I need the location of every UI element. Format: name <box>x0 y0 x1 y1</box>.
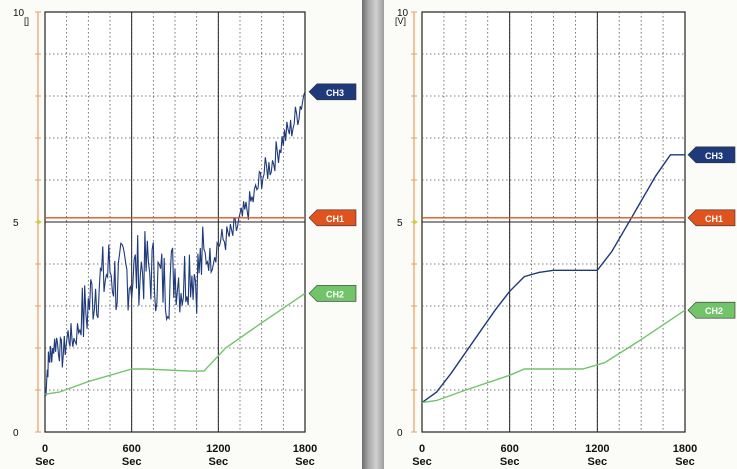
legend-tag-ch3: CH3 <box>687 146 736 164</box>
legend-tag-shape <box>308 285 357 302</box>
legend-tag-label: CH1 <box>705 214 723 224</box>
y-axis-marker <box>413 219 418 225</box>
legend-tag-shape <box>687 209 736 227</box>
legend-tag-label: CH2 <box>705 306 723 316</box>
legend-tag-label: CH3 <box>326 88 344 98</box>
legend-tag-label: CH2 <box>326 289 344 299</box>
legend-tag-shape <box>687 146 736 164</box>
legend-tag-ch3: CH3 <box>308 83 357 101</box>
y-tick-label: 5 <box>13 218 19 229</box>
x-tick-label: 0 <box>419 443 425 455</box>
x-tick-label: 1800 <box>673 443 697 455</box>
x-unit-label: Sec <box>500 456 520 468</box>
y-tick-label: 5 <box>397 218 403 229</box>
x-tick-label: 1200 <box>206 443 230 455</box>
x-tick-label: 600 <box>500 443 518 455</box>
panel-divider <box>362 0 384 469</box>
series-line-ch2 <box>44 292 306 395</box>
y-unit-label: [] <box>24 16 29 26</box>
legend-tag-shape <box>308 209 357 227</box>
y-axis-marker <box>37 219 42 225</box>
x-unit-label: Sec <box>122 456 142 468</box>
y-tick-label: 0 <box>13 428 19 439</box>
series-line-ch3 <box>44 91 306 396</box>
x-unit-label: Sec <box>588 456 608 468</box>
y-tick-label: 10 <box>13 8 25 19</box>
x-unit-label: Sec <box>412 456 432 468</box>
x-tick-label: 1200 <box>585 443 609 455</box>
x-unit-label: Sec <box>295 456 315 468</box>
legend-tag-ch1: CH1 <box>687 209 736 227</box>
x-tick-label: 1800 <box>293 443 317 455</box>
y-unit-label: [V] <box>395 16 406 26</box>
x-tick-label: 0 <box>42 443 48 455</box>
legend-tag-shape <box>687 301 736 319</box>
legend-tag-ch2: CH2 <box>687 301 736 319</box>
legend-tag-label: CH3 <box>705 151 723 161</box>
legend-tag-ch2: CH2 <box>308 285 357 302</box>
series-line-ch3 <box>421 154 685 404</box>
legend-tag-label: CH1 <box>326 214 344 224</box>
x-tick-label: 600 <box>122 443 140 455</box>
legend-tag-shape <box>308 83 357 101</box>
y-tick-label: 0 <box>397 428 403 439</box>
legend-tag-ch1: CH1 <box>308 209 357 227</box>
x-unit-label: Sec <box>35 456 55 468</box>
y-tick-label: 10 <box>397 8 409 19</box>
x-unit-label: Sec <box>675 456 695 468</box>
series-line-ch2 <box>421 309 686 404</box>
x-unit-label: Sec <box>209 456 229 468</box>
